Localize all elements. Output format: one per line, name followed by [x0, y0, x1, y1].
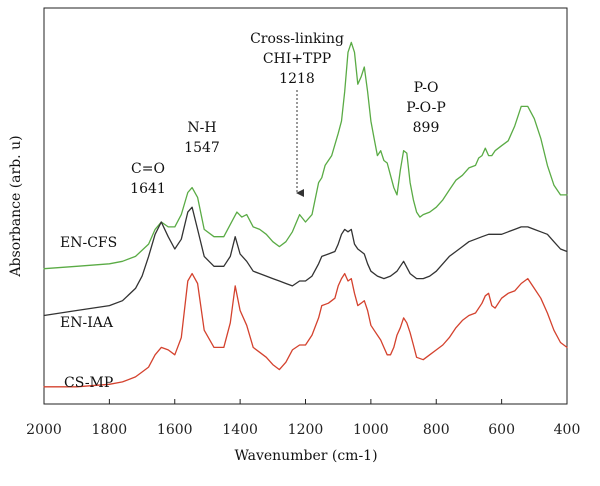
x-tick-label: 2000 — [26, 422, 62, 438]
annotation-n-h-line-2: 1547 — [184, 140, 220, 156]
annotation-p-o-line-2: P-O-P — [406, 100, 446, 116]
x-tick-label: 600 — [488, 422, 515, 438]
annotation-n-h: N-H 1547 — [184, 120, 220, 156]
series-label-cs-mp: CS-MP — [64, 375, 113, 391]
series-line-en-iaa — [43, 206, 568, 317]
x-tick-label: 1200 — [288, 422, 324, 438]
x-axis-ticks: 2000 1800 1600 1400 1200 1000 800 600 400 — [26, 399, 580, 438]
annotation-cross-linking-line-1: Cross-linking — [250, 31, 344, 47]
x-tick-label: 800 — [423, 422, 450, 438]
x-tick-label: 1600 — [157, 422, 193, 438]
annotation-p-o-line-1: P-O — [414, 80, 439, 96]
x-axis-title: Wavenumber (cm-1) — [234, 448, 377, 464]
annotation-c-o: C=O 1641 — [130, 161, 166, 197]
x-tick-label: 400 — [554, 422, 581, 438]
x-tick-label: 1800 — [92, 422, 128, 438]
x-tick-label: 1400 — [222, 422, 258, 438]
series-layer — [43, 41, 568, 388]
annotation-c-o-line-1: C=O — [131, 161, 165, 177]
annotation-cross-linking-line-2: CHI+TPP — [263, 51, 331, 67]
annotation-cross-linking: Cross-linking CHI+TPP 1218 — [250, 31, 344, 197]
series-label-en-iaa: EN-IAA — [60, 315, 114, 331]
series-label-en-cfs: EN-CFS — [60, 235, 117, 251]
annotation-n-h-line-1: N-H — [187, 120, 216, 136]
annotation-p-o: P-O P-O-P 899 — [406, 80, 446, 136]
annotation-cross-linking-line-3: 1218 — [279, 71, 315, 87]
series-line-en-cfs — [43, 41, 568, 270]
y-axis-title: Absorbance (arb. u) — [8, 135, 24, 277]
annotation-p-o-line-3: 899 — [413, 120, 440, 136]
annotation-c-o-line-2: 1641 — [130, 181, 166, 197]
series-line-cs-mp — [43, 272, 568, 388]
x-tick-label: 1000 — [353, 422, 389, 438]
